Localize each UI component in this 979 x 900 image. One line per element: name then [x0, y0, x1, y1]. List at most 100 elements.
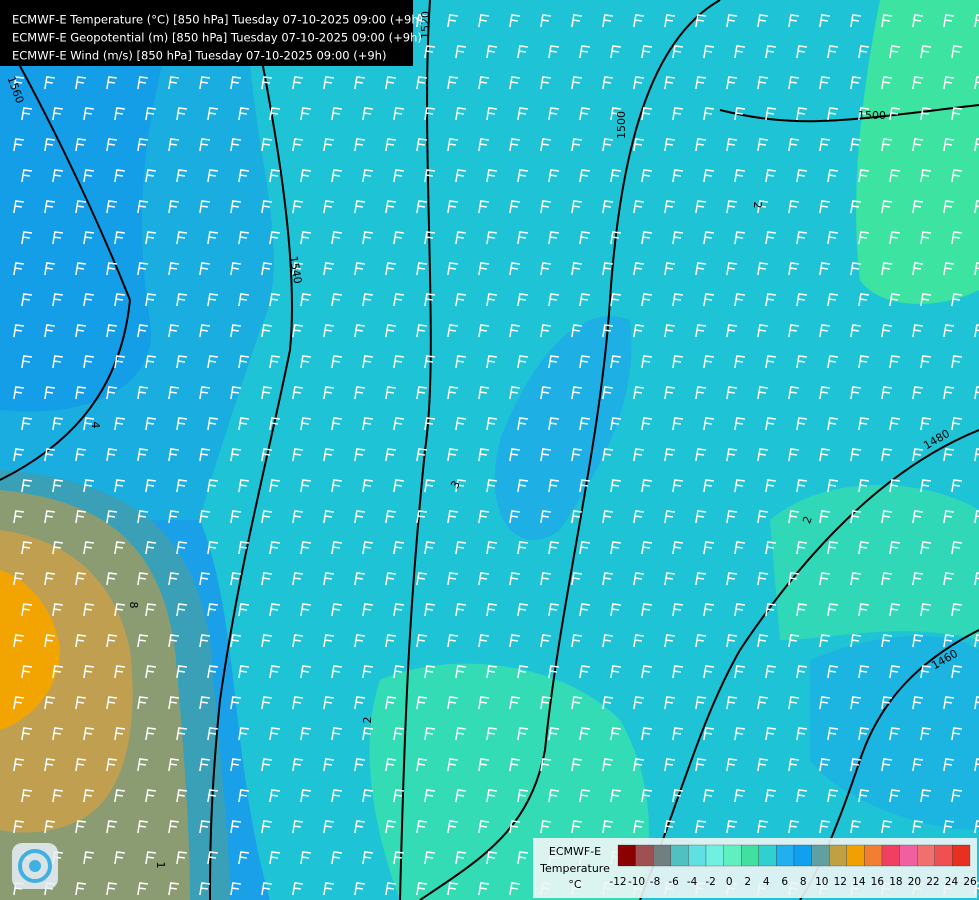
- wind-barb: [951, 107, 962, 121]
- wind-barb: [354, 882, 365, 896]
- wind-barb: [137, 138, 148, 152]
- wind-barb: [137, 200, 148, 214]
- wind-barb: [486, 665, 497, 679]
- wind-barb: [943, 696, 954, 710]
- wind-barb: [703, 417, 714, 431]
- wind-barb: [447, 262, 458, 276]
- wind-barb: [362, 541, 373, 555]
- wind-barb: [176, 603, 187, 617]
- wind-barb: [83, 541, 94, 555]
- wind-barb: [695, 448, 706, 462]
- wind-barb: [21, 169, 32, 183]
- wind-barb: [362, 417, 373, 431]
- wind-barb: [354, 448, 365, 462]
- wind-barb: [238, 293, 249, 307]
- colorbar-tick-label: 8: [800, 876, 807, 888]
- wind-barb: [912, 200, 923, 214]
- wind-barb: [540, 76, 551, 90]
- wind-barb: [199, 200, 210, 214]
- wind-barb: [447, 138, 458, 152]
- wind-barb: [602, 262, 613, 276]
- wind-barb: [393, 417, 404, 431]
- header-line: ECMWF-E Wind (m/s) [850 hPa] Tuesday 07-…: [12, 49, 386, 63]
- wind-barb: [478, 820, 489, 834]
- wind-barb: [641, 45, 652, 59]
- colorbar-cell: [881, 844, 900, 867]
- wind-barb: [13, 76, 24, 90]
- wind-barb: [757, 696, 768, 710]
- contour-line: [419, 0, 721, 900]
- wind-barb: [664, 820, 675, 834]
- wind-barb: [889, 231, 900, 245]
- wind-barb: [912, 324, 923, 338]
- wind-barb: [695, 510, 706, 524]
- colorbar-tick-label: 22: [926, 876, 939, 888]
- wind-barb: [199, 696, 210, 710]
- wind-barb: [447, 634, 458, 648]
- wind-barb: [137, 758, 148, 772]
- wind-barb: [974, 696, 979, 710]
- wind-barb: [478, 634, 489, 648]
- wind-barb: [300, 107, 311, 121]
- wind-barb: [385, 510, 396, 524]
- wind-barb: [951, 417, 962, 431]
- wind-barb: [602, 200, 613, 214]
- wind-barb: [517, 355, 528, 369]
- wind-barb: [21, 541, 32, 555]
- wind-barb: [199, 448, 210, 462]
- wind-barb: [354, 262, 365, 276]
- wind-barb: [703, 479, 714, 493]
- wind-barb: [579, 231, 590, 245]
- wind-barb: [610, 479, 621, 493]
- wind-barb: [912, 262, 923, 276]
- wind-barb: [300, 417, 311, 431]
- wind-barb: [230, 882, 241, 896]
- wind-barb: [261, 634, 272, 648]
- wind-barb: [765, 417, 776, 431]
- wind-barb: [424, 107, 435, 121]
- wind-barb: [881, 200, 892, 214]
- temperature-field: [856, 0, 979, 304]
- wind-barb: [362, 231, 373, 245]
- wind-barb: [168, 696, 179, 710]
- wind-barb: [478, 696, 489, 710]
- wind-barb: [726, 572, 737, 586]
- wind-barb: [796, 417, 807, 431]
- wind-barb: [788, 200, 799, 214]
- wind-barb: [455, 541, 466, 555]
- wind-barb: [974, 138, 979, 152]
- wind-barb: [44, 572, 55, 586]
- wind-barb: [424, 603, 435, 617]
- wind-barb: [13, 448, 24, 462]
- wind-barb: [362, 851, 373, 865]
- wind-barb: [571, 510, 582, 524]
- wind-barb: [726, 324, 737, 338]
- wind-barb: [827, 417, 838, 431]
- wind-barb: [912, 510, 923, 524]
- wind-barb: [850, 758, 861, 772]
- wind-barb: [641, 107, 652, 121]
- wind-barb: [106, 572, 117, 586]
- wind-barb: [230, 448, 241, 462]
- wind-barb: [610, 417, 621, 431]
- wind-barb: [21, 293, 32, 307]
- wind-barb: [13, 200, 24, 214]
- wind-barb: [168, 510, 179, 524]
- wind-barb: [827, 541, 838, 555]
- colorbar-tick-label: 2: [744, 876, 751, 888]
- wind-barb: [951, 789, 962, 803]
- wind-barb: [44, 634, 55, 648]
- wind-barb: [168, 820, 179, 834]
- wind-barb: [75, 882, 86, 896]
- wind-barb: [261, 820, 272, 834]
- wind-barb: [788, 572, 799, 586]
- wind-barb: [920, 293, 931, 307]
- wind-barb: [695, 200, 706, 214]
- wind-barb: [424, 789, 435, 803]
- wind-barb: [168, 386, 179, 400]
- wind-barb: [912, 820, 923, 834]
- wind-barb: [726, 448, 737, 462]
- wind-barb: [974, 820, 979, 834]
- wind-barb: [269, 231, 280, 245]
- wind-barb: [486, 231, 497, 245]
